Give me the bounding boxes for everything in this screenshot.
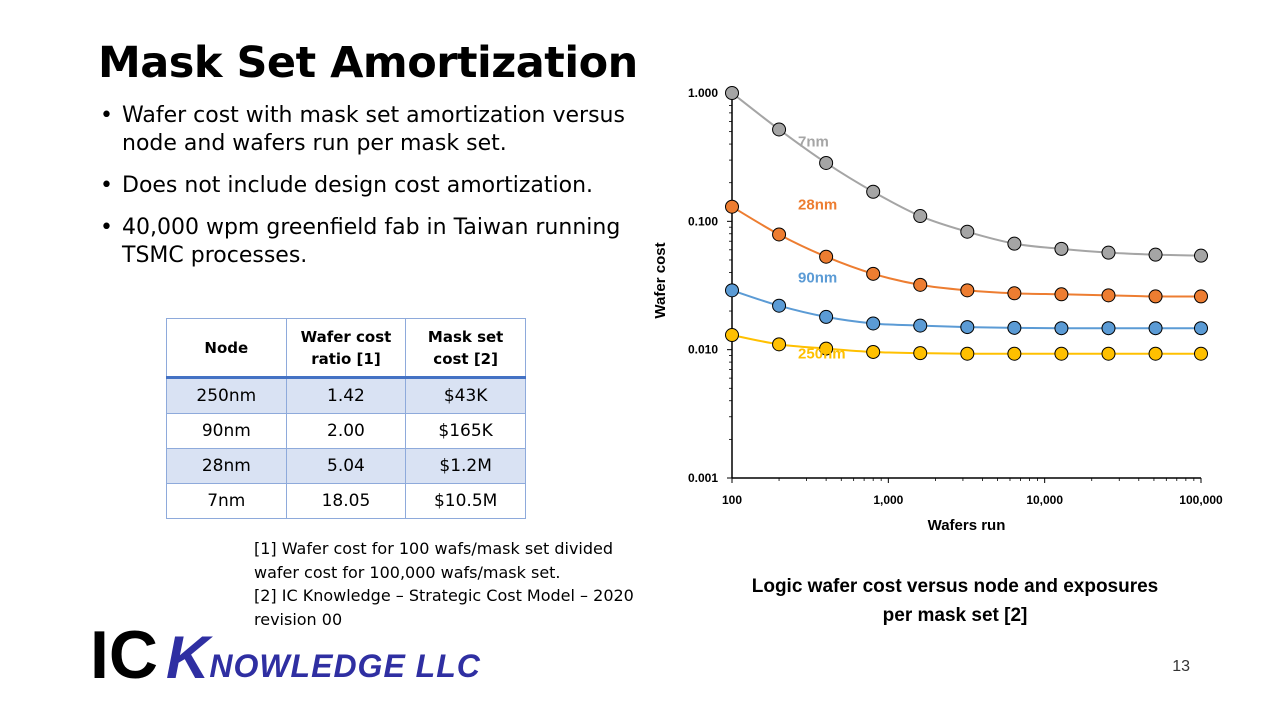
data-point-250nm	[866, 344, 881, 359]
y-axis-title: Wafer cost	[652, 242, 669, 318]
data-point-7nm	[1148, 247, 1163, 262]
series-label-250nm: 250nm	[798, 345, 846, 362]
data-point-250nm	[725, 328, 739, 343]
data-point-90nm	[913, 318, 928, 333]
x-tick-label: 100,000	[1179, 493, 1223, 507]
data-point-90nm	[960, 320, 975, 335]
data-point-250nm	[1007, 346, 1022, 361]
data-point-28nm	[1194, 289, 1208, 304]
data-point-250nm	[1194, 346, 1208, 361]
data-point-7nm	[819, 155, 834, 170]
logo-k-text: K	[166, 624, 210, 691]
data-point-7nm	[960, 224, 975, 239]
wafer-cost-chart: 0.001 0.010 0.100 1.000 100 1,000 10,000 100,00…	[652, 86, 1223, 534]
data-point-250nm	[960, 346, 975, 361]
series-label-90nm: 90nm	[798, 270, 837, 287]
bullet-item: Wafer cost with mask set amortization ve…	[98, 102, 638, 158]
chart-caption-line-2: per mask set [2]	[882, 605, 1028, 626]
chart-caption: Logic wafer cost versus node and exposur…	[730, 572, 1180, 630]
table-row: 28nm 5.04 $1.2M	[166, 448, 526, 484]
y-tick-label: 0.100	[688, 214, 718, 228]
data-point-28nm	[725, 199, 739, 214]
data-point-28nm	[772, 227, 787, 242]
data-point-90nm	[1007, 320, 1022, 335]
data-point-7nm	[1007, 236, 1022, 251]
table-row: 250nm 1.42 $43K	[166, 377, 526, 414]
ic-knowledge-logo: IC K NOWLEDGE LLC	[90, 617, 481, 693]
data-point-28nm	[1054, 287, 1069, 302]
table-cell: 1.42	[285, 377, 407, 414]
data-point-90nm	[1054, 321, 1069, 336]
data-point-250nm	[1054, 346, 1069, 361]
series-label-28nm: 28nm	[798, 196, 837, 213]
table-cell: $165K	[405, 413, 526, 449]
chart-caption-line-1: Logic wafer cost versus node and exposur…	[751, 576, 1159, 597]
x-tick-label: 100	[722, 493, 742, 507]
data-point-90nm	[1148, 321, 1163, 336]
bullet-item: Does not include design cost amortizatio…	[98, 172, 638, 200]
footnotes: [1] Wafer cost for 100 wafs/mask set div…	[254, 537, 634, 631]
slide-title: Mask Set Amortization	[98, 38, 638, 88]
x-axis-title: Wafers run	[928, 517, 1006, 534]
data-point-250nm	[819, 341, 834, 356]
data-point-7nm	[866, 184, 881, 199]
table-row: 90nm 2.00 $165K	[166, 413, 526, 449]
table-cell: 90nm	[166, 413, 287, 449]
x-tick-label: 1,000	[873, 493, 903, 507]
data-point-7nm	[1054, 241, 1069, 256]
table-cell: $43K	[405, 377, 526, 414]
data-point-28nm	[1101, 288, 1116, 303]
data-point-90nm	[725, 283, 739, 298]
data-point-28nm	[1148, 289, 1163, 304]
table-cell: 7nm	[166, 483, 287, 519]
data-point-7nm	[1101, 245, 1116, 260]
data-point-250nm	[913, 346, 928, 361]
table-cell: 18.05	[285, 483, 407, 519]
data-point-90nm	[1101, 321, 1116, 336]
data-point-90nm	[819, 309, 834, 324]
logo-rest-text: NOWLEDGE LLC	[209, 648, 481, 684]
table-header-wafer-cost-ratio: Wafer cost ratio [1]	[285, 318, 407, 379]
data-point-7nm	[1194, 248, 1208, 263]
table-cell: 5.04	[285, 448, 407, 484]
series-label-7nm: 7nm	[798, 133, 829, 150]
table-cell: 28nm	[166, 448, 287, 484]
table-header-row: Node Wafer cost ratio [1] Mask set cost …	[166, 318, 526, 379]
data-point-28nm	[819, 249, 834, 264]
logo-ic-text: IC	[90, 617, 158, 693]
y-tick-label: 0.010	[688, 343, 718, 357]
x-tick-label: 10,000	[1026, 493, 1063, 507]
table-header-node: Node	[166, 318, 287, 379]
table-header-mask-set-cost: Mask set cost [2]	[405, 318, 526, 379]
data-point-28nm	[960, 283, 975, 298]
table-cell: $1.2M	[405, 448, 526, 484]
data-point-7nm	[913, 209, 928, 224]
data-point-28nm	[866, 266, 881, 281]
data-point-90nm	[866, 316, 881, 331]
bullet-item: 40,000 wpm greenfield fab in Taiwan runn…	[98, 214, 638, 270]
table-cell: 2.00	[285, 413, 407, 449]
bullet-list: Wafer cost with mask set amortization ve…	[98, 102, 638, 284]
y-tick-label: 0.001	[688, 471, 718, 485]
data-point-28nm	[913, 277, 928, 292]
data-point-28nm	[1007, 286, 1022, 301]
footnote-1: [1] Wafer cost for 100 wafs/mask set div…	[254, 539, 614, 582]
page-number: 13	[1172, 658, 1190, 675]
data-point-250nm	[1148, 346, 1163, 361]
data-point-90nm	[1194, 321, 1208, 336]
data-point-250nm	[772, 337, 787, 352]
node-cost-table: Node Wafer cost ratio [1] Mask set cost …	[166, 318, 526, 519]
table-cell: $10.5M	[405, 483, 526, 519]
table-row: 7nm 18.05 $10.5M	[166, 483, 526, 519]
data-point-7nm	[725, 86, 739, 100]
data-point-90nm	[772, 298, 787, 313]
data-point-250nm	[1101, 346, 1116, 361]
data-point-7nm	[772, 122, 787, 137]
table-cell: 250nm	[166, 377, 287, 414]
y-tick-label: 1.000	[688, 86, 718, 100]
footnote-2: [2] IC Knowledge – Strategic Cost Model …	[254, 586, 634, 629]
